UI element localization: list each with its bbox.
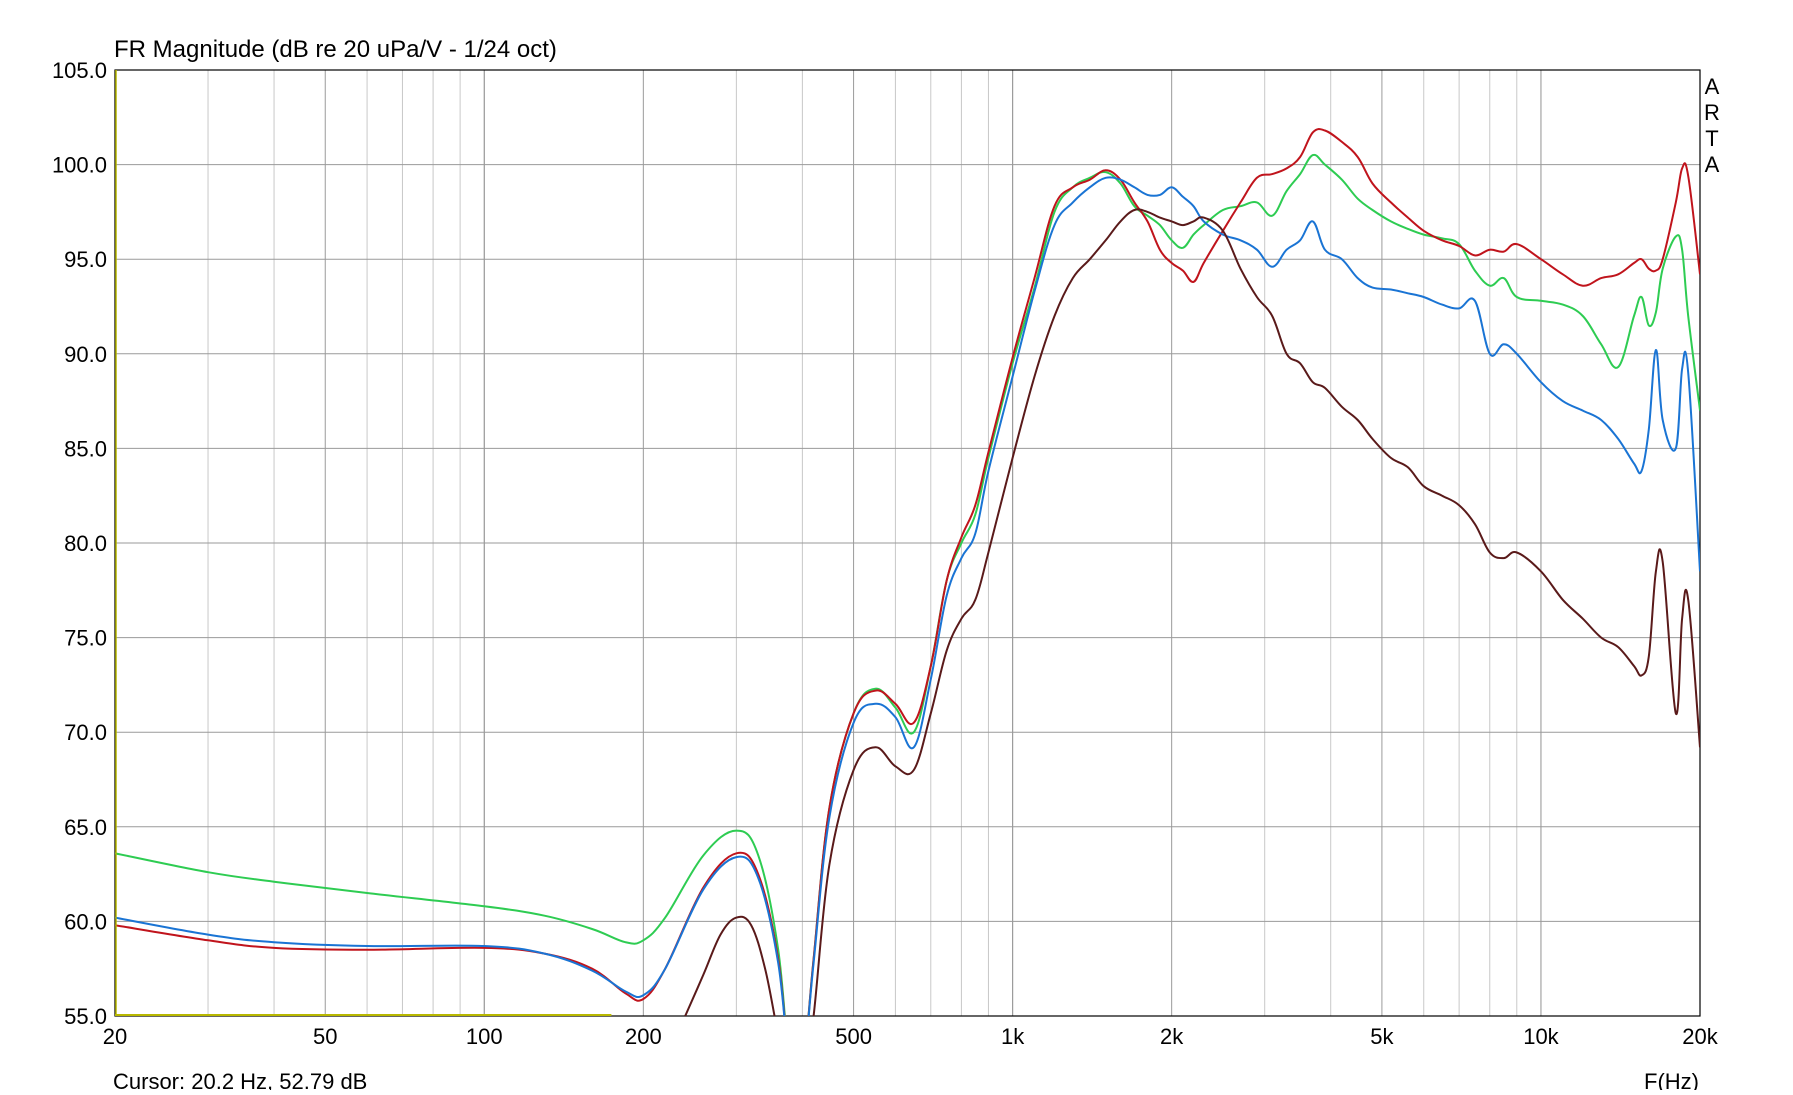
series-line-1 [115,153,1700,1016]
y-tick-label: 95.0 [64,247,107,272]
brand-label: A R T A [1704,74,1720,177]
y-tick-label: 60.0 [64,909,107,934]
y-tick-labels: 105.0 100.0 95.0 90.0 85.0 80.0 75.0 70.0 65.0 60… [52,58,107,1029]
x-tick-label: 20k [1682,1024,1718,1049]
y-tick-label: 65.0 [64,815,107,840]
x-tick-label: 2k [1160,1024,1184,1049]
brand-letter: R [1704,100,1720,125]
x-tick-label: 200 [625,1024,662,1049]
x-tick-labels: 20 50 100 200 500 1k 2k 5k 10k 20k [103,1024,1719,1049]
y-tick-label: 55.0 [64,1004,107,1029]
x-tick-label: 1k [1001,1024,1025,1049]
series-line-3 [115,176,1700,1016]
x-tick-label: 5k [1370,1024,1394,1049]
x-axis-label: F(Hz) [1644,1069,1699,1090]
x-tick-label: 50 [313,1024,337,1049]
brand-letter: A [1705,152,1720,177]
x-tick-label: 100 [466,1024,503,1049]
cursor-readout: Cursor: 20.2 Hz, 52.79 dB [113,1069,367,1090]
brand-letter: A [1705,74,1720,99]
cursor-layer [115,70,612,1016]
chart-title: FR Magnitude (dB re 20 uPa/V - 1/24 oct) [114,36,557,63]
x-tick-label: 10k [1523,1024,1559,1049]
y-tick-label: 75.0 [64,626,107,651]
y-tick-label: 85.0 [64,436,107,461]
series-line-4 [684,208,1700,1016]
y-tick-label: 100.0 [52,153,107,178]
major-gridlines [115,70,1700,1016]
x-tick-label: 500 [835,1024,872,1049]
series-layer [115,128,1700,1016]
plot-frame [114,69,1701,1017]
x-tick-label: 20 [103,1024,127,1049]
y-tick-label: 90.0 [64,342,107,367]
y-tick-label: 70.0 [64,720,107,745]
y-tick-label: 80.0 [64,531,107,556]
brand-letter: T [1705,126,1718,151]
series-line-2 [115,128,1700,1016]
y-tick-label: 105.0 [52,58,107,83]
